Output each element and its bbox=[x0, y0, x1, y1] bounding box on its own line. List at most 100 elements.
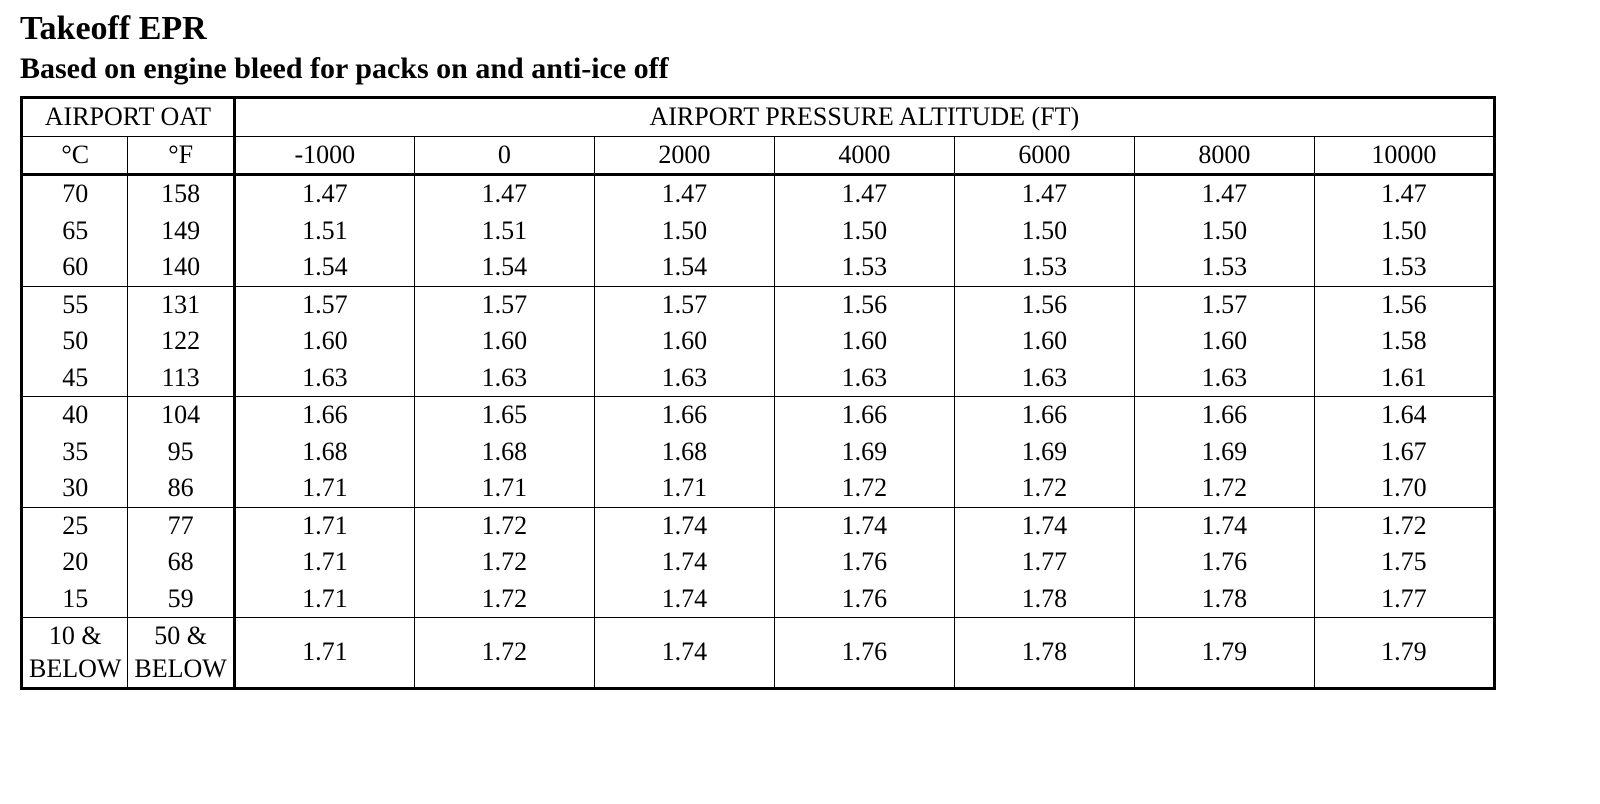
header-alt-4: 6000 bbox=[954, 136, 1134, 175]
cell-oat-f: 68 bbox=[128, 544, 234, 581]
cell-oat-c: 40 bbox=[22, 397, 128, 434]
cell-value: 1.53 bbox=[954, 249, 1134, 286]
cell-value: 1.56 bbox=[774, 286, 954, 323]
cell-value: 1.76 bbox=[774, 581, 954, 618]
cell-oat-f: 158 bbox=[128, 175, 234, 213]
cell-oat-c: 70 bbox=[22, 175, 128, 213]
cell-oat-c: 15 bbox=[22, 581, 128, 618]
cell-value: 1.78 bbox=[954, 618, 1134, 689]
page-subtitle: Based on engine bleed for packs on and a… bbox=[20, 52, 1580, 86]
table-row: 15591.711.721.741.761.781.781.77 bbox=[22, 581, 1495, 618]
cell-value: 1.66 bbox=[594, 397, 774, 434]
cell-value: 1.56 bbox=[1314, 286, 1494, 323]
cell-value: 1.67 bbox=[1314, 434, 1494, 471]
cell-value: 1.47 bbox=[954, 175, 1134, 213]
cell-value: 1.57 bbox=[1134, 286, 1314, 323]
cell-oat-f: 131 bbox=[128, 286, 234, 323]
cell-value: 1.75 bbox=[1314, 544, 1494, 581]
cell-value: 1.58 bbox=[1314, 323, 1494, 360]
cell-oat-c: 55 bbox=[22, 286, 128, 323]
cell-value: 1.71 bbox=[414, 470, 594, 507]
cell-value: 1.77 bbox=[954, 544, 1134, 581]
table-row: 651491.511.511.501.501.501.501.50 bbox=[22, 213, 1495, 250]
header-alt-group: AIRPORT PRESSURE ALTITUDE (FT) bbox=[234, 98, 1494, 137]
cell-value: 1.70 bbox=[1314, 470, 1494, 507]
table-row: 35951.681.681.681.691.691.691.67 bbox=[22, 434, 1495, 471]
cell-value: 1.63 bbox=[954, 360, 1134, 397]
cell-value: 1.60 bbox=[954, 323, 1134, 360]
cell-value: 1.47 bbox=[594, 175, 774, 213]
cell-value: 1.47 bbox=[1314, 175, 1494, 213]
cell-value: 1.51 bbox=[414, 213, 594, 250]
cell-value: 1.63 bbox=[1134, 360, 1314, 397]
table-row: 551311.571.571.571.561.561.571.56 bbox=[22, 286, 1495, 323]
cell-value: 1.66 bbox=[234, 397, 414, 434]
cell-value: 1.72 bbox=[1134, 470, 1314, 507]
cell-value: 1.50 bbox=[1134, 213, 1314, 250]
cell-value: 1.76 bbox=[1134, 544, 1314, 581]
cell-value: 1.74 bbox=[594, 581, 774, 618]
table-row: 701581.471.471.471.471.471.471.47 bbox=[22, 175, 1495, 213]
cell-value: 1.54 bbox=[234, 249, 414, 286]
cell-value: 1.74 bbox=[594, 507, 774, 544]
cell-value: 1.72 bbox=[954, 470, 1134, 507]
cell-value: 1.65 bbox=[414, 397, 594, 434]
cell-value: 1.71 bbox=[234, 470, 414, 507]
cell-value: 1.66 bbox=[1134, 397, 1314, 434]
cell-value: 1.47 bbox=[774, 175, 954, 213]
cell-oat-c: 65 bbox=[22, 213, 128, 250]
cell-value: 1.72 bbox=[414, 544, 594, 581]
header-alt-0: -1000 bbox=[234, 136, 414, 175]
cell-value: 1.60 bbox=[234, 323, 414, 360]
header-alt-1: 0 bbox=[414, 136, 594, 175]
table-row: 25771.711.721.741.741.741.741.72 bbox=[22, 507, 1495, 544]
cell-value: 1.57 bbox=[234, 286, 414, 323]
cell-value: 1.53 bbox=[1314, 249, 1494, 286]
header-f: °F bbox=[128, 136, 234, 175]
cell-oat-f: 95 bbox=[128, 434, 234, 471]
cell-value: 1.72 bbox=[414, 581, 594, 618]
cell-value: 1.57 bbox=[594, 286, 774, 323]
header-c: °C bbox=[22, 136, 128, 175]
header-alt-3: 4000 bbox=[774, 136, 954, 175]
header-alt-6: 10000 bbox=[1314, 136, 1494, 175]
cell-value: 1.63 bbox=[774, 360, 954, 397]
cell-value: 1.60 bbox=[774, 323, 954, 360]
cell-oat-f: 122 bbox=[128, 323, 234, 360]
takeoff-epr-table: AIRPORT OAT AIRPORT PRESSURE ALTITUDE (F… bbox=[20, 96, 1496, 690]
table-row: 601401.541.541.541.531.531.531.53 bbox=[22, 249, 1495, 286]
cell-oat-c: 25 bbox=[22, 507, 128, 544]
table-row: 401041.661.651.661.661.661.661.64 bbox=[22, 397, 1495, 434]
cell-value: 1.71 bbox=[234, 544, 414, 581]
page-title: Takeoff EPR bbox=[20, 10, 1580, 48]
cell-value: 1.74 bbox=[954, 507, 1134, 544]
cell-value: 1.68 bbox=[234, 434, 414, 471]
cell-value: 1.76 bbox=[774, 618, 954, 689]
cell-value: 1.47 bbox=[414, 175, 594, 213]
cell-value: 1.69 bbox=[774, 434, 954, 471]
header-oat-group: AIRPORT OAT bbox=[22, 98, 235, 137]
table-row: 20681.711.721.741.761.771.761.75 bbox=[22, 544, 1495, 581]
cell-value: 1.69 bbox=[1134, 434, 1314, 471]
header-alt-2: 2000 bbox=[594, 136, 774, 175]
cell-value: 1.79 bbox=[1314, 618, 1494, 689]
cell-value: 1.57 bbox=[414, 286, 594, 323]
cell-value: 1.53 bbox=[1134, 249, 1314, 286]
cell-value: 1.60 bbox=[1134, 323, 1314, 360]
cell-oat-f: 77 bbox=[128, 507, 234, 544]
cell-value: 1.72 bbox=[774, 470, 954, 507]
cell-value: 1.76 bbox=[774, 544, 954, 581]
cell-value: 1.47 bbox=[1134, 175, 1314, 213]
cell-value: 1.56 bbox=[954, 286, 1134, 323]
cell-value: 1.50 bbox=[1314, 213, 1494, 250]
cell-oat-c: 30 bbox=[22, 470, 128, 507]
cell-value: 1.63 bbox=[234, 360, 414, 397]
cell-value: 1.50 bbox=[594, 213, 774, 250]
cell-oat-c: 35 bbox=[22, 434, 128, 471]
table-row: 30861.711.711.711.721.721.721.70 bbox=[22, 470, 1495, 507]
cell-value: 1.69 bbox=[954, 434, 1134, 471]
cell-value: 1.72 bbox=[414, 618, 594, 689]
table-body: 701581.471.471.471.471.471.471.47651491.… bbox=[22, 175, 1495, 689]
cell-value: 1.78 bbox=[1134, 581, 1314, 618]
cell-value: 1.50 bbox=[954, 213, 1134, 250]
